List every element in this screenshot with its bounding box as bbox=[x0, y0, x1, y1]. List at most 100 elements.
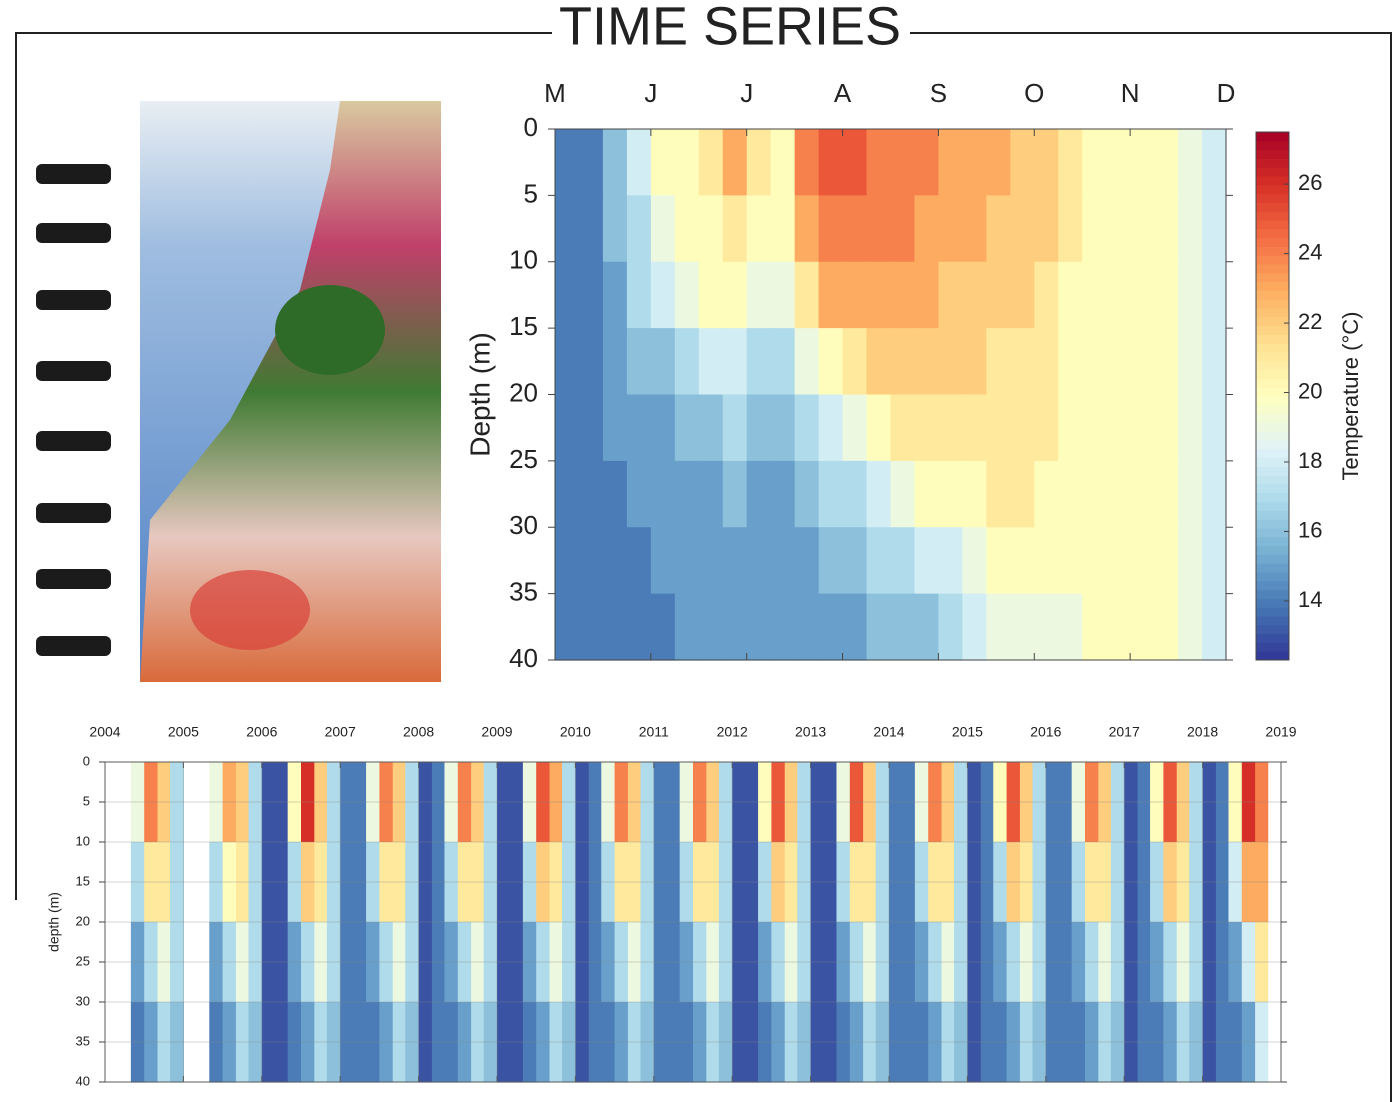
heatmap-cell bbox=[457, 842, 472, 923]
heatmap-cell bbox=[1130, 527, 1155, 595]
heatmap-cell bbox=[483, 842, 498, 923]
heatmap-cell bbox=[1106, 527, 1131, 595]
heatmap-cell bbox=[1202, 394, 1227, 462]
heatmap-cell bbox=[1082, 460, 1107, 528]
heatmap-cell bbox=[248, 922, 263, 1003]
heatmap-cell bbox=[1189, 1002, 1204, 1083]
colorbar-segment bbox=[1256, 624, 1289, 635]
colorbar-segment bbox=[1256, 387, 1289, 397]
heatmap-cell bbox=[1071, 1002, 1086, 1083]
heatmap-cell bbox=[1110, 762, 1125, 843]
heatmap-cell bbox=[1106, 261, 1131, 329]
heatmap-cell bbox=[1045, 762, 1060, 843]
heatmap-cell bbox=[1045, 1002, 1060, 1083]
heatmap-cell bbox=[986, 328, 1011, 396]
colorbar-segment bbox=[1256, 422, 1289, 432]
heatmap-cell bbox=[771, 762, 786, 843]
colorbar-segment bbox=[1256, 651, 1289, 661]
heatmap-cell bbox=[722, 593, 748, 661]
heatmap-cell bbox=[353, 922, 367, 1003]
heatmap-cell bbox=[626, 129, 652, 196]
heatmap-cell bbox=[588, 762, 602, 843]
heatmap-cell bbox=[1202, 762, 1217, 843]
heatmap-cell bbox=[471, 922, 485, 1003]
heatmap-cell bbox=[1241, 762, 1256, 843]
colorbar-segment bbox=[1256, 369, 1289, 379]
heatmap-cell bbox=[722, 527, 748, 595]
heatmap-cell bbox=[627, 1002, 642, 1083]
colorbar-segment bbox=[1256, 492, 1289, 503]
heatmap-cell bbox=[170, 1002, 184, 1083]
x-tick-label: 2012 bbox=[717, 724, 748, 740]
heatmap-cell bbox=[1241, 922, 1256, 1003]
heatmap-cell bbox=[1082, 593, 1107, 661]
heatmap-cell bbox=[379, 922, 394, 1003]
heatmap-cell bbox=[758, 1002, 772, 1083]
heatmap-cell bbox=[1124, 1002, 1139, 1083]
colorbar-segment bbox=[1256, 308, 1289, 318]
heatmap-cell bbox=[549, 762, 563, 843]
heatmap-cell bbox=[823, 842, 838, 923]
heatmap-cell bbox=[627, 762, 642, 843]
heatmap-cell bbox=[746, 593, 772, 661]
heatmap-cell bbox=[794, 261, 820, 329]
heatmap-cell bbox=[1178, 261, 1203, 329]
heatmap-cell bbox=[602, 261, 628, 329]
heatmap-cell bbox=[794, 593, 820, 661]
heatmap-cell bbox=[1130, 195, 1155, 263]
loggers bbox=[36, 164, 111, 656]
heatmap-cell bbox=[1034, 261, 1059, 329]
heatmap-cell bbox=[863, 922, 877, 1003]
heatmap-cell bbox=[954, 922, 968, 1003]
heatmap-cell bbox=[718, 842, 733, 923]
heatmap-cell bbox=[287, 762, 302, 843]
heatmap-cell bbox=[889, 842, 903, 923]
heatmap-cell bbox=[1150, 762, 1164, 843]
heatmap-cell bbox=[810, 922, 825, 1003]
heatmap-cell bbox=[614, 762, 629, 843]
heatmap-cell bbox=[1098, 842, 1112, 923]
heatmap-cell bbox=[866, 195, 892, 263]
heatmap-cell bbox=[1130, 261, 1155, 329]
heatmap-cell bbox=[650, 328, 676, 396]
heatmap-cell bbox=[340, 762, 355, 843]
heatmap-cell bbox=[301, 1002, 315, 1083]
heatmap-cell bbox=[1215, 922, 1230, 1003]
heatmap-cell bbox=[938, 129, 963, 196]
heatmap-cell bbox=[890, 129, 916, 196]
heatmap-cell bbox=[444, 842, 459, 923]
x-tick-label: 2019 bbox=[1265, 724, 1296, 740]
heatmap-cell bbox=[941, 1002, 955, 1083]
y-tick-label: 40 bbox=[76, 1073, 90, 1088]
heatmap-cell bbox=[130, 842, 145, 923]
heatmap-cell bbox=[863, 1002, 877, 1083]
y-tick-label: 40 bbox=[509, 643, 538, 673]
heatmap-cell bbox=[522, 922, 537, 1003]
heatmap-cell bbox=[1163, 1002, 1178, 1083]
colorbar-segment bbox=[1256, 378, 1289, 388]
heatmap-cell bbox=[275, 842, 289, 923]
heatmap-cell bbox=[722, 261, 748, 329]
heatmap-cell bbox=[962, 593, 987, 661]
heatmap-cell bbox=[1098, 762, 1112, 843]
heatmap-cell bbox=[914, 1002, 929, 1083]
heatmap-cell bbox=[1189, 842, 1204, 923]
y-tick-label: 20 bbox=[76, 913, 90, 928]
heatmap-cell bbox=[497, 1002, 511, 1083]
x-tick-label: 2015 bbox=[952, 724, 983, 740]
heatmap-cell bbox=[914, 460, 940, 528]
heatmap-cell bbox=[1176, 762, 1190, 843]
heatmap-cell bbox=[626, 527, 652, 595]
colorbar-segment bbox=[1256, 510, 1289, 520]
heatmap-cell bbox=[667, 1002, 681, 1083]
heatmap-cell bbox=[536, 842, 551, 923]
heatmap-cell bbox=[784, 1002, 798, 1083]
colorbar-segment bbox=[1256, 545, 1289, 555]
heatmap-cell bbox=[706, 1002, 720, 1083]
frame bbox=[15, 32, 1392, 1102]
page-title: TIME SERIES bbox=[559, 0, 901, 56]
heatmap-cell bbox=[170, 842, 184, 923]
heatmap-cell bbox=[431, 842, 446, 923]
heatmap-cell bbox=[698, 527, 724, 595]
heatmap-cell bbox=[1154, 129, 1179, 196]
